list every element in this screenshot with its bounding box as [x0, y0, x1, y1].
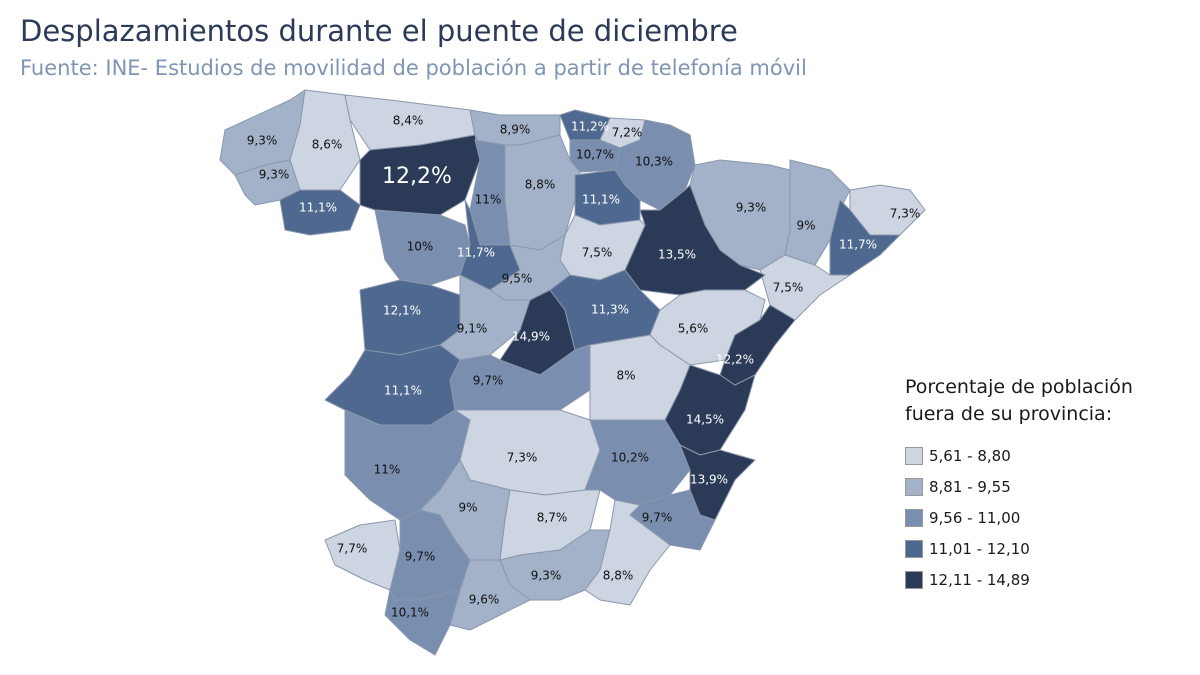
- legend-item: 5,61 - 8,80: [905, 440, 1133, 471]
- province-value-label: 12,2%: [382, 164, 452, 189]
- province-value-label: 9,6%: [469, 593, 500, 607]
- province-value-label: 11,7%: [839, 238, 877, 252]
- province-value-label: 11,1%: [384, 384, 422, 398]
- province-leon: [359, 134, 481, 216]
- legend-title-line: fuera de su provincia:: [905, 403, 1113, 425]
- legend-swatch: [905, 446, 923, 465]
- legend-swatch: [905, 508, 923, 527]
- province-value-label: 9,7%: [405, 550, 436, 564]
- province-value-label: 10%: [407, 240, 434, 254]
- legend-label: 11,01 - 12,10: [929, 539, 1030, 558]
- province-value-label: 7,5%: [773, 281, 804, 295]
- province-value-label: 11%: [374, 463, 401, 477]
- province-value-label: 7,5%: [582, 246, 613, 260]
- province-value-label: 14,9%: [512, 330, 550, 344]
- legend-swatch: [905, 477, 923, 496]
- province-value-label: 11,2%: [571, 120, 609, 134]
- legend-label: 5,61 - 8,80: [929, 446, 1011, 465]
- province-value-label: 10,3%: [635, 155, 673, 169]
- legend-label: 9,56 - 11,00: [929, 508, 1021, 527]
- province-value-label: 9,3%: [531, 569, 562, 583]
- province-value-label: 9,1%: [457, 322, 488, 336]
- legend-title: Porcentaje de población fuera de su prov…: [905, 374, 1133, 428]
- province-value-label: 7,3%: [890, 207, 921, 221]
- province-value-label: 10,7%: [576, 148, 614, 162]
- province-value-label: 8%: [616, 369, 635, 383]
- legend-label: 8,81 - 9,55: [929, 477, 1011, 496]
- map-subtitle: Fuente: INE- Estudios de movilidad de po…: [20, 56, 807, 80]
- province-value-label: 13,5%: [658, 248, 696, 262]
- province-value-label: 11,3%: [591, 303, 629, 317]
- province-malaga: [449, 559, 531, 631]
- province-value-label: 8,6%: [312, 138, 343, 152]
- province-value-label: 9,3%: [259, 168, 290, 182]
- legend-swatch: [905, 539, 923, 558]
- legend-item: 8,81 - 9,55: [905, 471, 1133, 502]
- province-value-label: 10,1%: [391, 606, 429, 620]
- province-value-label: 9,7%: [642, 511, 673, 525]
- province-value-label: 9,5%: [502, 272, 533, 286]
- map-title: Desplazamientos durante el puente de dic…: [20, 14, 738, 48]
- province-value-label: 11%: [475, 193, 502, 207]
- province-value-label: 9,7%: [473, 374, 504, 388]
- province-value-label: 7,7%: [337, 542, 368, 556]
- province-value-label: 7,2%: [612, 126, 643, 140]
- province-value-label: 5,6%: [678, 322, 709, 336]
- province-value-label: 11,1%: [299, 201, 337, 215]
- province-almeria: [584, 499, 671, 606]
- province-value-label: 11,1%: [582, 193, 620, 207]
- province-value-label: 9%: [458, 501, 477, 515]
- province-value-label: 8,7%: [537, 511, 568, 525]
- province-value-label: 9,3%: [247, 134, 278, 148]
- legend-label: 12,11 - 14,89: [929, 570, 1030, 589]
- legend-swatch: [905, 570, 923, 589]
- province-barcelona: [829, 199, 901, 276]
- province-cadiz: [384, 589, 461, 656]
- province-value-label: 9%: [796, 219, 815, 233]
- province-value-label: 12,1%: [383, 304, 421, 318]
- province-ourense: [279, 189, 361, 236]
- province-value-label: 14,5%: [686, 413, 724, 427]
- legend-title-line: Porcentaje de población: [905, 376, 1133, 398]
- province-value-label: 8,8%: [603, 569, 634, 583]
- legend-item: 11,01 - 12,10: [905, 533, 1133, 564]
- legend-item: 12,11 - 14,89: [905, 564, 1133, 595]
- province-value-label: 13,9%: [690, 473, 728, 487]
- province-value-label: 8,4%: [393, 114, 424, 128]
- province-value-label: 11,7%: [457, 246, 495, 260]
- legend-item: 9,56 - 11,00: [905, 502, 1133, 533]
- province-value-label: 7,3%: [507, 451, 538, 465]
- province-value-label: 9,3%: [736, 201, 767, 215]
- province-value-label: 12,2%: [716, 353, 754, 367]
- province-value-label: 8,9%: [500, 123, 531, 137]
- province-value-label: 10,2%: [611, 451, 649, 465]
- province-value-label: 8,8%: [525, 178, 556, 192]
- legend: Porcentaje de población fuera de su prov…: [905, 374, 1133, 595]
